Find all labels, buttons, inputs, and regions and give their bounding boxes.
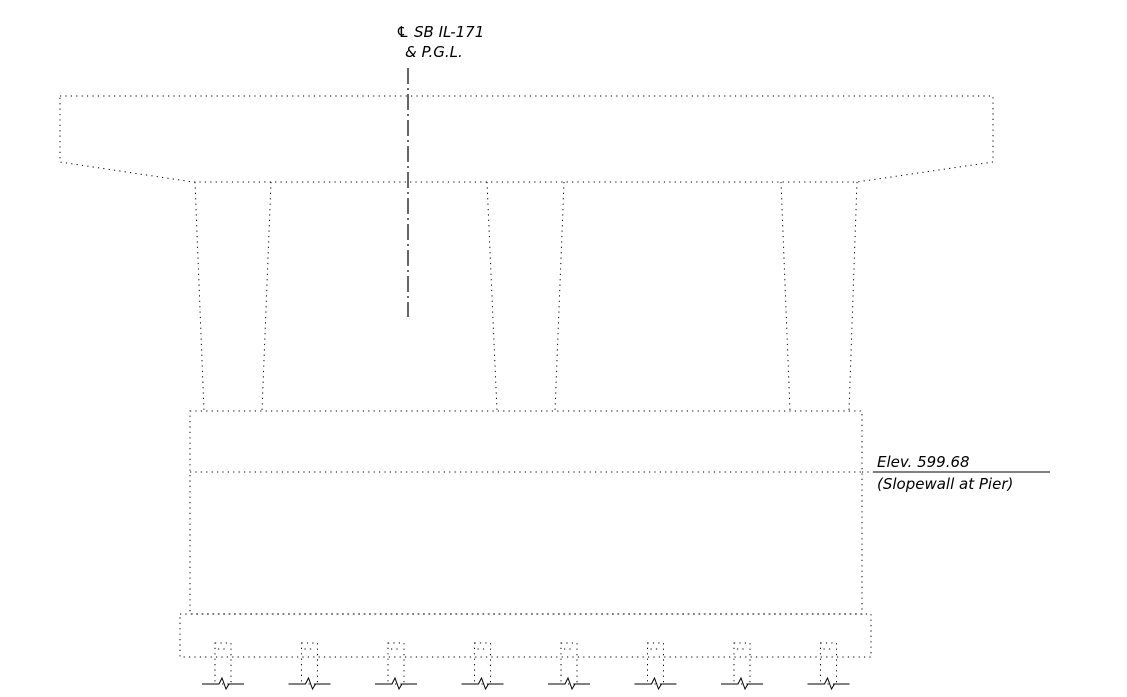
pile-break-symbol	[721, 676, 763, 691]
column-2-right-edge	[554, 181, 565, 412]
pile-outline	[301, 642, 318, 685]
slopewall-block	[189, 410, 863, 615]
pile-8	[807, 642, 850, 691]
centerline-pgl-label: & P.G.L.	[405, 43, 463, 61]
pile-break-symbol	[461, 676, 504, 691]
pile-4	[461, 642, 504, 691]
pile-outline	[387, 642, 405, 685]
pile-6	[634, 642, 677, 691]
footing-outline	[179, 613, 872, 658]
elevation-note: (Slopewall at Pier)	[877, 475, 1013, 493]
pile-7	[721, 642, 763, 691]
column-1-left-edge	[194, 181, 205, 412]
pile-break-symbol	[634, 676, 677, 691]
pier-cap-outline	[59, 95, 994, 183]
pile-outline	[560, 642, 578, 685]
column-3-right-edge	[848, 181, 858, 412]
centerline-symbol: ℄	[396, 23, 409, 41]
column-1-right-edge	[261, 181, 272, 412]
pile-break-symbol	[807, 676, 850, 691]
pile-break-symbol	[202, 676, 244, 691]
pile-outline	[647, 642, 664, 685]
pile-1	[202, 642, 244, 691]
columns	[194, 181, 858, 412]
pile-outline	[733, 642, 751, 685]
column-3-left-edge	[780, 181, 791, 412]
pile-outline	[474, 642, 491, 685]
pile-3	[375, 642, 417, 691]
pile-5	[548, 642, 590, 691]
pile-break-symbol	[288, 676, 331, 691]
pile-outline	[820, 642, 837, 685]
centerline-route-label: SB IL-171	[414, 23, 484, 41]
centerline-label: ℄ SB IL-171 & P.G.L.	[396, 23, 484, 61]
pile-break-symbol	[375, 676, 417, 691]
piles	[202, 642, 850, 691]
elevation-label: Elev. 599.68	[877, 453, 970, 471]
pile-2	[288, 642, 331, 691]
pile-break-symbol	[548, 676, 590, 691]
pile-outline	[214, 642, 232, 685]
column-2-left-edge	[486, 181, 498, 412]
